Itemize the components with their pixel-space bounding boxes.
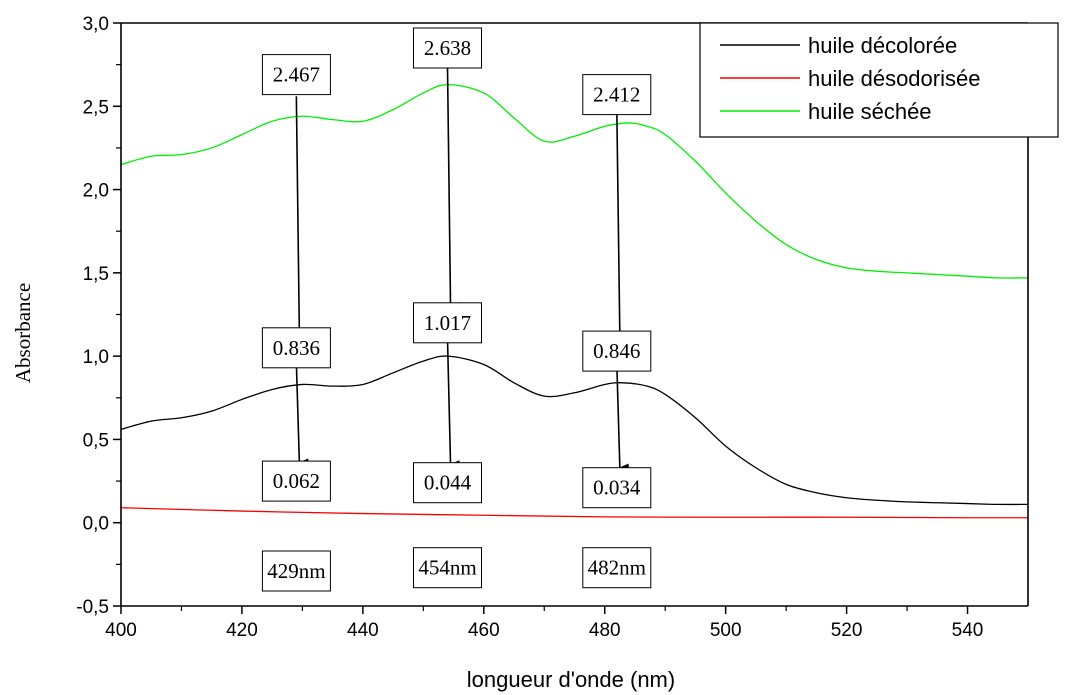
y-axis-title: Absorbance bbox=[11, 283, 35, 383]
wavelength-label-429nm: 429nm bbox=[267, 559, 325, 583]
wavelength-label-429nm-box bbox=[261, 550, 331, 592]
series-line-huile-decoloree bbox=[120, 355, 1029, 506]
y-tick-label-7: 3,0 bbox=[83, 14, 109, 35]
value-label-0-846-box bbox=[582, 330, 652, 372]
x-tick-label-480: 480 bbox=[589, 620, 621, 641]
x-tick-label-400: 400 bbox=[105, 620, 137, 641]
annotation-arrow-3 bbox=[616, 111, 629, 341]
value-label-0-034-box bbox=[582, 467, 652, 509]
y-tick-label-6: 2,5 bbox=[83, 97, 109, 118]
x-tick-label-500: 500 bbox=[710, 620, 742, 641]
y-tick-label-5: 2,0 bbox=[83, 181, 109, 202]
value-label-0-044-box bbox=[413, 462, 482, 504]
legend-label-huile-desodorisee: huile désodorisée bbox=[808, 66, 980, 91]
value-label-2-638: 2.638 bbox=[424, 36, 471, 60]
x-tick-label-440: 440 bbox=[347, 620, 379, 641]
y-tick-label-2: 0,5 bbox=[83, 430, 109, 451]
value-label-2-412-box bbox=[582, 74, 652, 116]
value-label-2-638-box bbox=[413, 27, 482, 69]
annotation-layer: 2.467 2.638 2.412 0.836 1.017 0.846 0.062 0.044… bbox=[261, 27, 652, 592]
y-tick-label-4: 1,5 bbox=[83, 264, 109, 285]
annotation-arrow-4 bbox=[295, 362, 309, 467]
x-tick-label-520: 520 bbox=[831, 620, 863, 641]
legend: huile décolorée huile désodorisée huile sé… bbox=[699, 22, 1059, 138]
value-label-2-467-box bbox=[261, 54, 331, 96]
value-label-0-836: 0.836 bbox=[273, 336, 320, 360]
wavelength-label-454nm-box bbox=[413, 547, 482, 589]
series-line-huile-desodorisee bbox=[120, 507, 1029, 519]
y-tick-label-1: 0,0 bbox=[83, 514, 109, 535]
annotation-arrow-6 bbox=[616, 364, 629, 472]
annotation-arrow-5 bbox=[446, 339, 460, 469]
series-line-huile-sechee bbox=[120, 83, 1029, 279]
y-tick-label-3: 1,0 bbox=[83, 347, 109, 368]
value-label-0-836-box bbox=[261, 327, 331, 369]
legend-box bbox=[699, 22, 1059, 138]
legend-label-huile-sechee: huile séchée bbox=[808, 99, 932, 124]
axis-layer: 400 420 440 460 480 500 520 540 -0,5 0,0 0,5 1,0 1,5… bbox=[76, 14, 1029, 641]
value-label-0-034: 0.034 bbox=[593, 476, 641, 500]
annotation-arrow-1 bbox=[295, 96, 309, 339]
wavelength-label-454nm: 454nm bbox=[418, 556, 476, 580]
y-tick-label-0: -0,5 bbox=[76, 597, 109, 618]
value-label-1-017-box bbox=[413, 302, 482, 344]
value-label-2-467: 2.467 bbox=[273, 63, 320, 87]
x-tick-label-420: 420 bbox=[226, 620, 258, 641]
value-label-2-412: 2.412 bbox=[593, 83, 640, 107]
x-axis-title: longueur d'onde (nm) bbox=[467, 667, 675, 692]
x-tick-label-460: 460 bbox=[468, 620, 500, 641]
series-layer bbox=[120, 83, 1029, 519]
wavelength-label-482nm-box bbox=[582, 547, 652, 589]
x-tick-label-540: 540 bbox=[952, 620, 984, 641]
value-label-0-846: 0.846 bbox=[593, 339, 640, 363]
annotation-arrow-2 bbox=[446, 67, 460, 311]
value-label-0-062-box bbox=[261, 460, 331, 502]
value-label-0-044: 0.044 bbox=[424, 471, 472, 495]
value-label-1-017: 1.017 bbox=[424, 311, 471, 335]
value-label-0-062: 0.062 bbox=[273, 469, 320, 493]
legend-label-huile-decoloree: huile décolorée bbox=[808, 33, 957, 58]
wavelength-label-482nm: 482nm bbox=[588, 556, 646, 580]
